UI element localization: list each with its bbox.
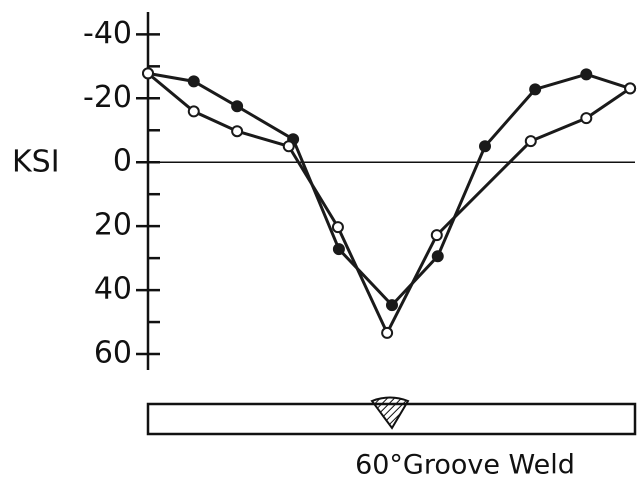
- point: [529, 83, 542, 96]
- point: [580, 68, 593, 81]
- point: [187, 105, 200, 118]
- series-line: [147, 71, 631, 308]
- point: [479, 140, 492, 153]
- point: [431, 250, 444, 263]
- y-tick-label: -20: [83, 80, 132, 115]
- weld: [370, 396, 410, 430]
- point: [624, 82, 637, 95]
- point: [231, 100, 244, 113]
- point: [142, 67, 154, 80]
- point: [580, 112, 593, 125]
- caption: 60°Groove Weld: [355, 450, 575, 481]
- y-tick-label: 0: [113, 144, 132, 179]
- point: [187, 75, 200, 88]
- y-tick-label: 40: [94, 272, 132, 307]
- point: [231, 125, 244, 138]
- point: [430, 229, 443, 242]
- point: [385, 299, 398, 312]
- point: [332, 243, 345, 256]
- y-tick-label: 20: [94, 208, 132, 243]
- y-tick-label: -40: [83, 16, 132, 51]
- point: [282, 140, 295, 153]
- point: [524, 135, 537, 148]
- point: [381, 326, 394, 339]
- series-line: [147, 72, 631, 337]
- y-tick-label: 60: [94, 336, 132, 371]
- point: [331, 221, 344, 234]
- y-axis-label: KSI: [12, 145, 60, 180]
